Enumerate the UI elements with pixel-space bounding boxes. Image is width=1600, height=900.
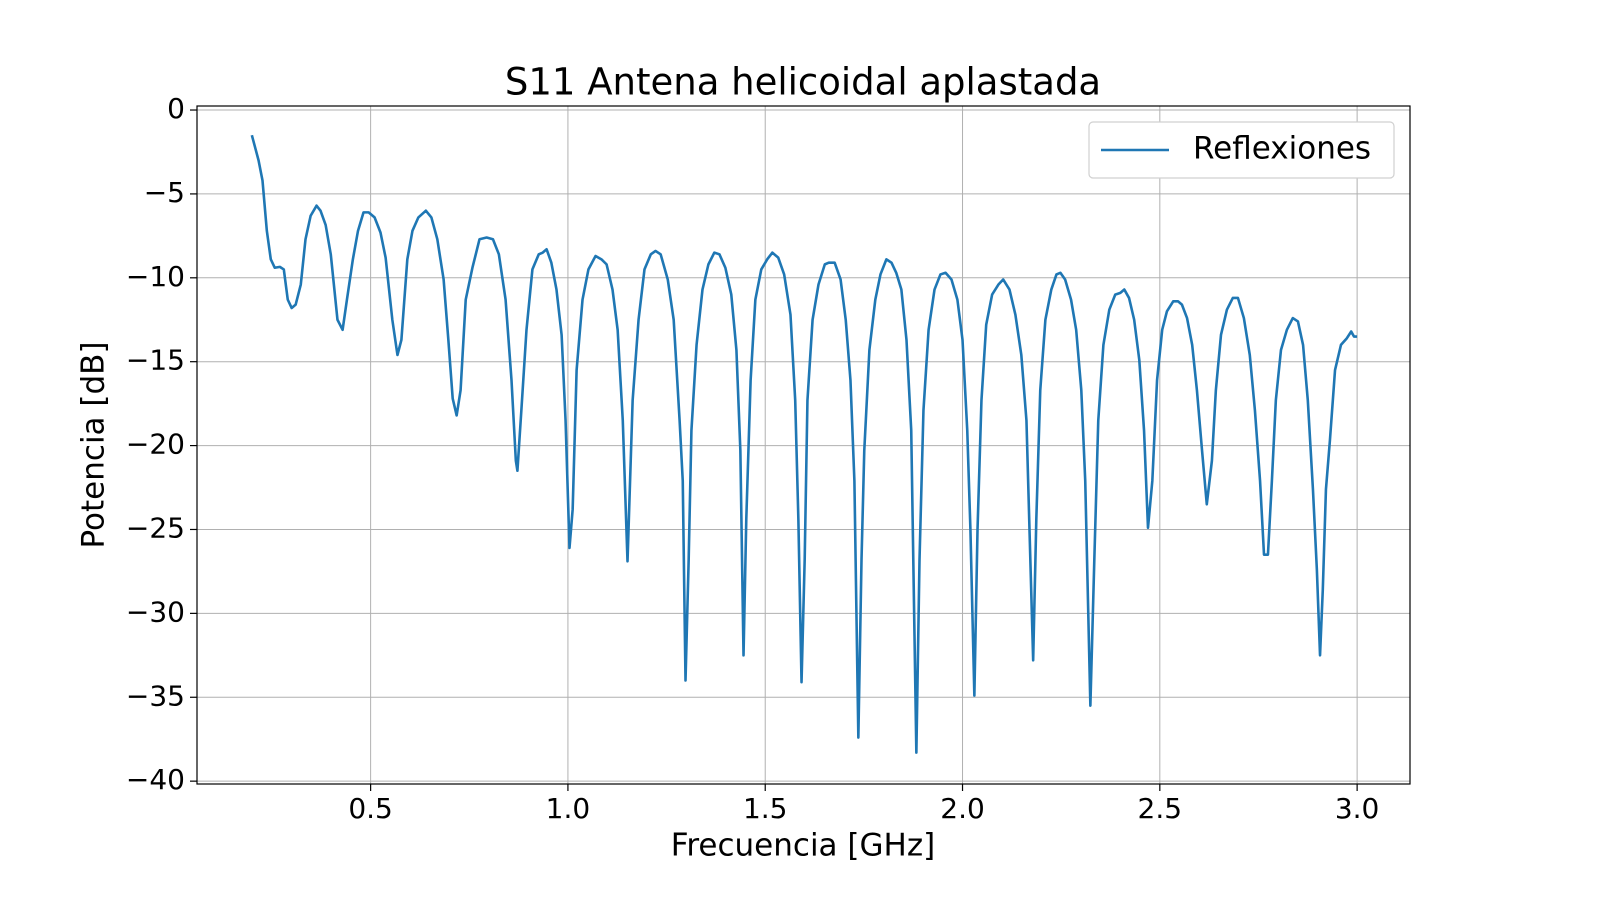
- x-tick-label: 1.0: [546, 792, 591, 825]
- y-tick-label: −5: [144, 176, 185, 209]
- y-tick-label: −20: [126, 428, 185, 461]
- legend-box: [1088, 121, 1395, 179]
- chart-title: S11 Antena helicoidal aplastada: [505, 61, 1101, 104]
- y-tick-label: −35: [126, 679, 185, 712]
- y-tick-label: −10: [126, 260, 185, 293]
- y-tick-label: −40: [126, 763, 185, 796]
- y-tick-label: −25: [126, 511, 185, 544]
- plot-frame: [196, 105, 1411, 785]
- x-tick-label: 2.0: [940, 792, 985, 825]
- x-tick-label: 2.5: [1138, 792, 1183, 825]
- x-tick-label: 1.5: [743, 792, 788, 825]
- y-axis-label: Potencia [dB]: [76, 341, 112, 548]
- legend: Reflexiones: [1088, 121, 1395, 179]
- x-tick-label: 3.0: [1335, 792, 1380, 825]
- x-axis-label: Frecuencia [GHz]: [671, 828, 935, 864]
- data-line: [250, 134, 1358, 754]
- y-tick-label: −30: [126, 595, 185, 628]
- y-tick-label: 0: [167, 92, 185, 125]
- legend-label: Reflexiones: [1193, 131, 1371, 167]
- y-tick-label: −15: [126, 344, 185, 377]
- x-tick-label: 0.5: [348, 792, 393, 825]
